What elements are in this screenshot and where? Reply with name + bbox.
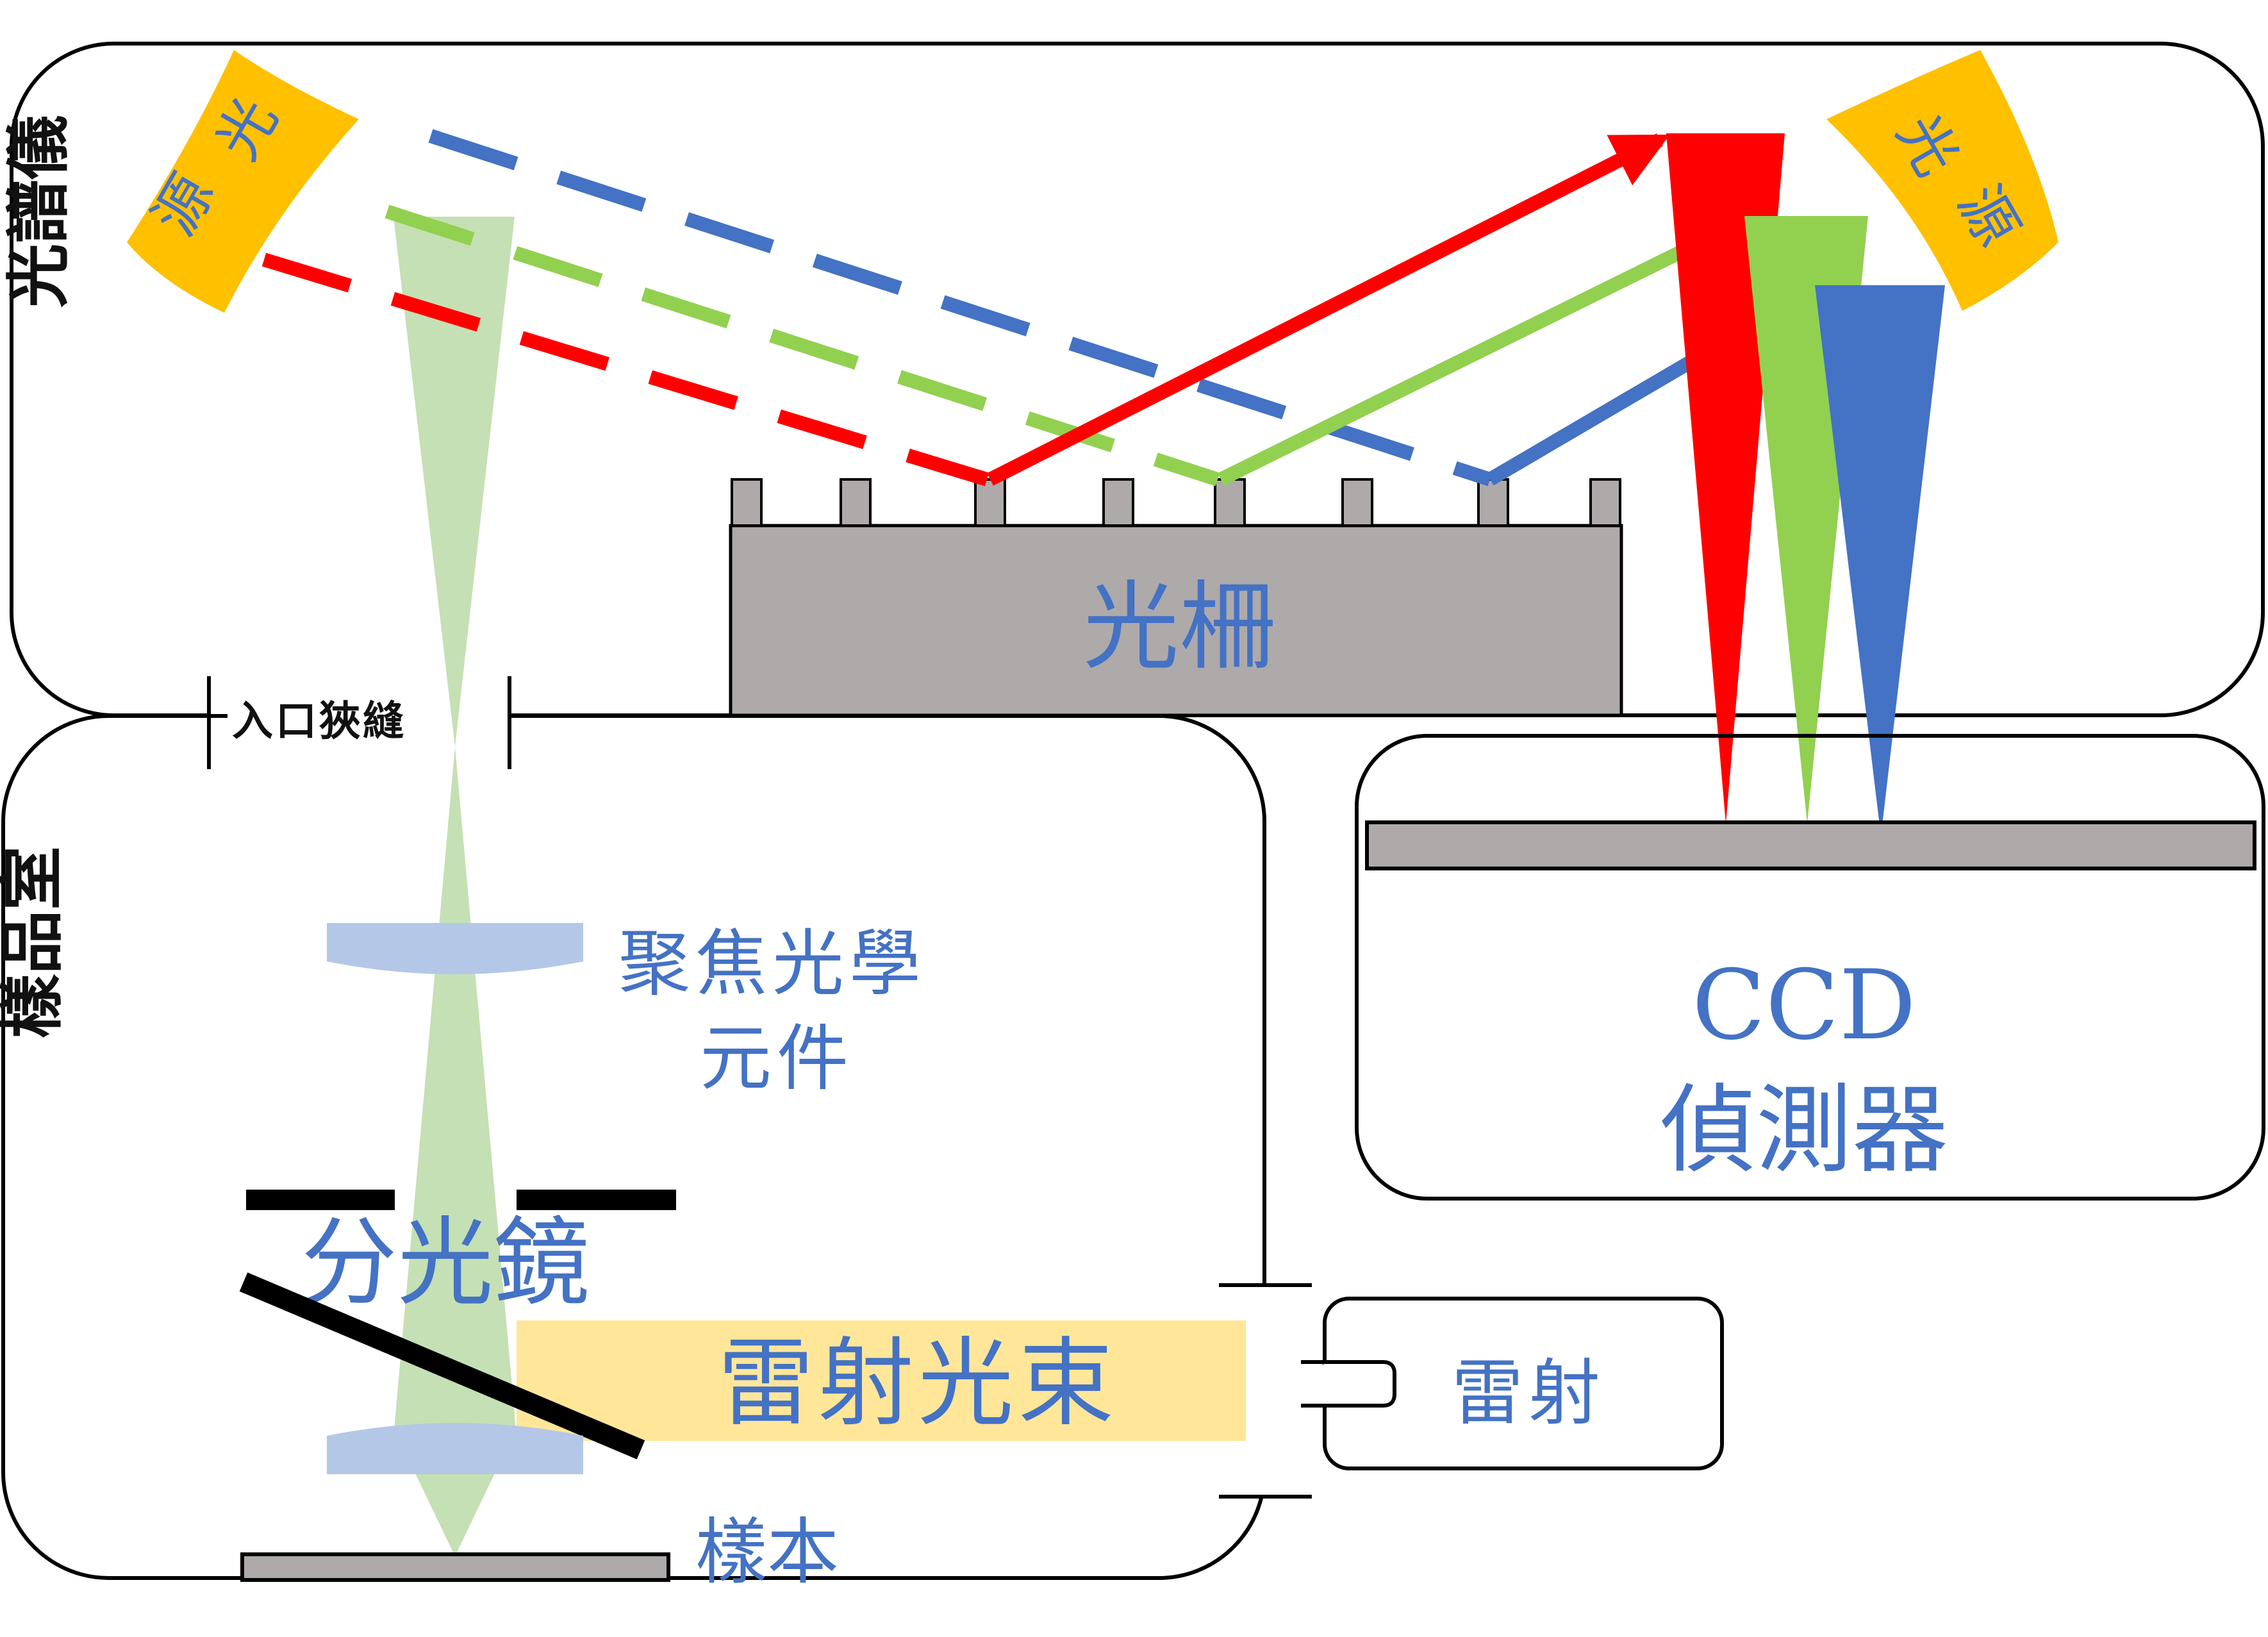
beam-splitter-label: 分光鏡 [301,1208,590,1319]
beam-splitter-mirror [239,1272,645,1459]
ccd-label-line1: CCD [1692,950,1916,1061]
dispersed-wedge-blue [1815,285,1945,836]
entrance-slit [207,676,731,769]
focusing-lens [327,923,583,974]
sample-plate [240,1552,670,1582]
incident-ray-blue [428,129,1493,486]
laser-nozzle [1301,1360,1396,1408]
laser-beam-label: 雷射光束 [718,1328,1118,1440]
ccd-label-line2: 偵測器 [1660,1075,1948,1186]
focusing-optics-label-line1: 聚焦光學 [618,922,926,1006]
grating [729,478,1623,717]
ccd-detector-box [1355,734,2265,1201]
focusing-optics-label-line2: 元件 [700,1017,854,1101]
grating-label: 光柵 [1083,572,1275,683]
sample-chamber-label: 樣品室 [0,846,70,1038]
entrance-slit-label: 入口狹縫 [232,697,406,745]
svg-text:光譜儀: 光譜儀 [1,115,76,308]
collected-light-beam [393,217,515,747]
svg-text:樣品室: 樣品室 [0,846,70,1038]
incident-ray-red [261,253,989,486]
diffracted-ray-green [1218,215,1753,486]
spectrometer-label: 光譜儀 [1,115,76,308]
ccd-sensor-bar [1365,820,2256,870]
diffracted-ray-red [987,133,1670,486]
laser-beam [517,1320,1246,1441]
objective-lens [327,1423,583,1474]
light-source-right: 光 源 [1826,50,2058,311]
laser-label: 雷射 [1452,1352,1605,1435]
collected-light-beam-lower [394,747,516,1429]
sample-label: 樣本 [695,1511,839,1594]
laser-port-mask [1253,1285,1279,1497]
